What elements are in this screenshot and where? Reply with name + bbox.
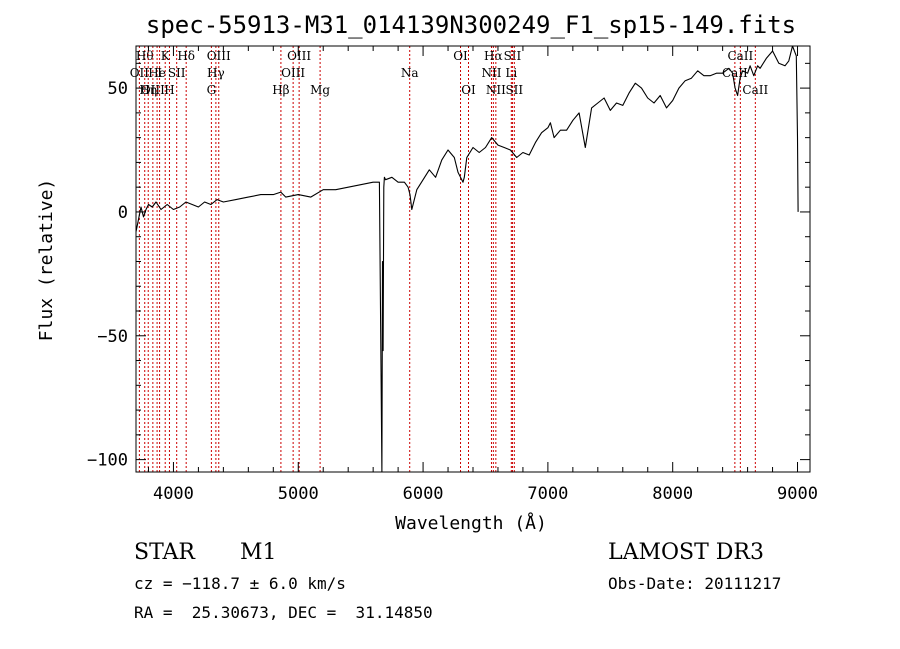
x-tick-label: 4000 (153, 484, 194, 504)
line-label: Na (401, 66, 419, 80)
line-label: Mg (310, 83, 330, 97)
obs-date: Obs-Date: 20111217 (608, 574, 782, 593)
line-label: OIII (287, 49, 311, 63)
line-label: OIII (207, 49, 231, 63)
y-tick-label: 50 (108, 79, 128, 99)
object-subclass: M1 (240, 540, 277, 565)
line-label: He (148, 66, 166, 80)
line-label: Hγ (207, 66, 225, 80)
y-tick-label: −100 (87, 451, 128, 471)
survey-name: LAMOST DR3 (608, 540, 764, 565)
chart-title: spec-55913-M31_014139N300249_F1_sp15-149… (146, 11, 796, 39)
line-label: OI (453, 49, 468, 63)
x-axis-label: Wavelength (Å) (395, 512, 547, 534)
line-label: Hθ (136, 49, 154, 63)
line-label: I (157, 66, 162, 80)
x-tick-label: 6000 (403, 484, 444, 504)
line-label: NII (481, 66, 501, 80)
line-label: K (161, 49, 171, 63)
line-label: G (207, 83, 217, 97)
line-label: SII (504, 49, 522, 63)
line-label: OIII (281, 66, 305, 80)
x-tick-label: 8000 (652, 484, 693, 504)
line-label: Li (505, 66, 517, 80)
line-label: H (164, 83, 174, 97)
x-tick-label: 7000 (527, 484, 568, 504)
y-tick-label: 0 (118, 203, 128, 223)
spectrum-line (135, 45, 799, 473)
line-label: SII (505, 83, 523, 97)
line-label: Hβ (272, 83, 289, 97)
ra-dec-coordinates: RA = 25.30673, DEC = 31.14850 (134, 603, 433, 622)
line-label: OIII (141, 83, 165, 97)
redshift-cz: cz = −118.7 ± 6.0 km/s (134, 574, 346, 593)
line-label: OI (461, 83, 476, 97)
line-label: CaII (727, 49, 753, 63)
y-tick-label: −50 (97, 327, 128, 347)
line-label: Hα (484, 49, 503, 63)
y-axis-label: Flux (relative) (36, 179, 57, 342)
line-label: Hδ (177, 49, 195, 63)
object-class: STAR (134, 540, 195, 565)
line-label: NII (486, 83, 506, 97)
line-label: CaII (742, 83, 768, 97)
x-tick-label: 5000 (278, 484, 319, 504)
plot-frame (135, 45, 811, 473)
line-label: OII (130, 66, 150, 80)
line-label: CaII (722, 66, 748, 80)
line-label: SII (168, 66, 186, 80)
x-tick-label: 9000 (777, 484, 818, 504)
